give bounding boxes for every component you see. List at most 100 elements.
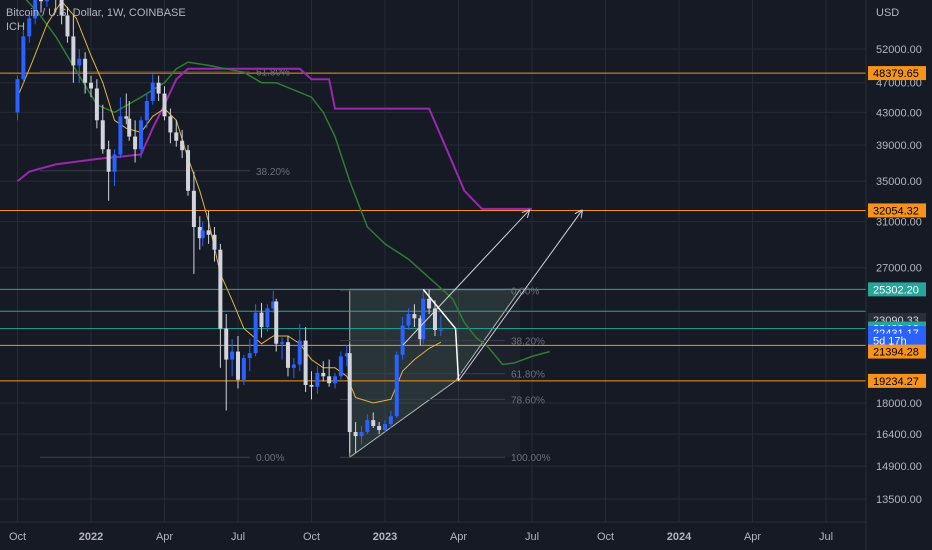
candle-body — [344, 353, 349, 357]
candles — [15, 0, 443, 453]
candle-body — [259, 312, 264, 328]
x-tick-label: 2023 — [373, 531, 397, 543]
fib-label: 38.20% — [511, 337, 545, 348]
price-label: 19234.27 — [873, 376, 919, 388]
ichimoku-lines — [16, 0, 550, 404]
candle-body — [83, 58, 88, 83]
candle-body — [353, 432, 358, 437]
candle-body — [421, 298, 426, 340]
candle-body — [438, 329, 443, 331]
x-tick-label: Apr — [744, 531, 761, 543]
x-tick-label: Oct — [9, 531, 26, 543]
candle-body — [89, 82, 93, 89]
candle-body — [297, 340, 302, 365]
candle-body — [127, 118, 132, 137]
x-tick-label: Jul — [525, 531, 539, 543]
x-tick-label: Jul — [819, 531, 833, 543]
fib-label: 0.00% — [511, 287, 539, 298]
y-tick-label: 43000.00 — [876, 107, 922, 119]
y-tick-label: 35000.00 — [876, 176, 922, 188]
candle-body — [285, 342, 290, 368]
y-tick-label: 27000.00 — [876, 263, 922, 275]
candle-body — [400, 325, 405, 355]
fib-label: 0.00% — [256, 453, 284, 464]
candle-body — [309, 384, 314, 387]
candle-body — [274, 301, 279, 344]
candle-body — [280, 342, 285, 344]
projection-arrow[interactable] — [402, 210, 529, 346]
fib-label: 38.20% — [256, 167, 290, 178]
candle-body — [212, 234, 217, 250]
candle-body — [347, 353, 352, 433]
y-axis-unit: USD — [876, 7, 899, 19]
y-tick-label: 31000.00 — [876, 217, 922, 229]
candle-body — [124, 116, 129, 119]
horizontal-levels[interactable] — [0, 0, 866, 382]
price-label: 25302.20 — [873, 284, 919, 296]
ichimoku-cloud-span-line — [16, 67, 532, 210]
price-label-bg — [868, 373, 926, 388]
candle-body — [150, 82, 155, 101]
candle-body — [44, 0, 49, 2]
candle-body — [33, 0, 38, 19]
projection-arrow[interactable] — [458, 210, 582, 382]
candle-body — [77, 58, 82, 66]
candle-body — [432, 308, 437, 331]
candle-body — [156, 82, 161, 94]
candle-body — [200, 230, 205, 239]
y-tick-label: 13500.00 — [876, 494, 922, 506]
candle-body — [377, 426, 382, 431]
price-label-bg — [868, 282, 926, 297]
candle-body — [39, 0, 44, 2]
candle-body — [406, 314, 411, 326]
candle-body — [394, 354, 399, 417]
price-axis[interactable]: 52000.00 47000.00 43000.00 39000.00 35000.00… — [865, 0, 926, 550]
candle-body — [144, 100, 149, 121]
candle-body — [359, 432, 364, 437]
candle-body — [106, 149, 111, 172]
candle-body — [162, 93, 167, 117]
candle-body — [133, 136, 138, 150]
price-label-bg — [868, 333, 926, 348]
x-tick-label: Oct — [303, 531, 320, 543]
candle-body — [59, 0, 64, 16]
fib-label: 61.80% — [256, 68, 290, 79]
candle-body — [247, 353, 252, 358]
candle-body — [427, 298, 432, 309]
price-label-bg — [868, 203, 926, 218]
candle-body — [186, 150, 191, 191]
candle-body — [371, 420, 376, 427]
indicator-label[interactable]: ICH — [6, 21, 25, 33]
candle-body — [15, 79, 20, 113]
symbol-title[interactable]: Bitcoin / U.S. Dollar, 1W, COINBASE — [6, 7, 186, 19]
candle-body — [100, 120, 105, 150]
x-tick-label: Oct — [597, 531, 614, 543]
candle-body — [265, 308, 270, 328]
candle-body — [291, 364, 296, 368]
candle-body — [21, 36, 26, 80]
candle-body — [168, 116, 173, 133]
candle-body — [180, 140, 185, 151]
x-tick-label: Apr — [156, 531, 173, 543]
y-tick-label: 14900.00 — [876, 461, 922, 473]
candle-body — [303, 340, 308, 385]
y-tick-label: 47000.00 — [876, 78, 922, 90]
fib-label: 61.80% — [511, 370, 545, 381]
zigzag-path[interactable] — [422, 288, 460, 381]
candle-body — [206, 230, 211, 235]
candle-body — [388, 416, 393, 425]
time-axis[interactable]: Oct 2022 Apr Jul Oct 2023 Apr Jul Oct 2024 Apr Jul — [0, 521, 866, 543]
candle-body — [338, 356, 343, 377]
candle-body — [365, 420, 370, 433]
candle-body — [315, 372, 320, 387]
x-tick-label: 2022 — [79, 531, 103, 543]
fib-label: 100.00% — [511, 453, 551, 464]
candle-body — [383, 424, 387, 431]
candle-body — [327, 376, 332, 384]
x-tick-label: 2024 — [667, 531, 692, 543]
y-tick-label: 18000.00 — [876, 398, 922, 410]
trend-drawings[interactable] — [402, 210, 582, 382]
candle-body — [236, 351, 240, 380]
candle-body — [118, 116, 123, 155]
